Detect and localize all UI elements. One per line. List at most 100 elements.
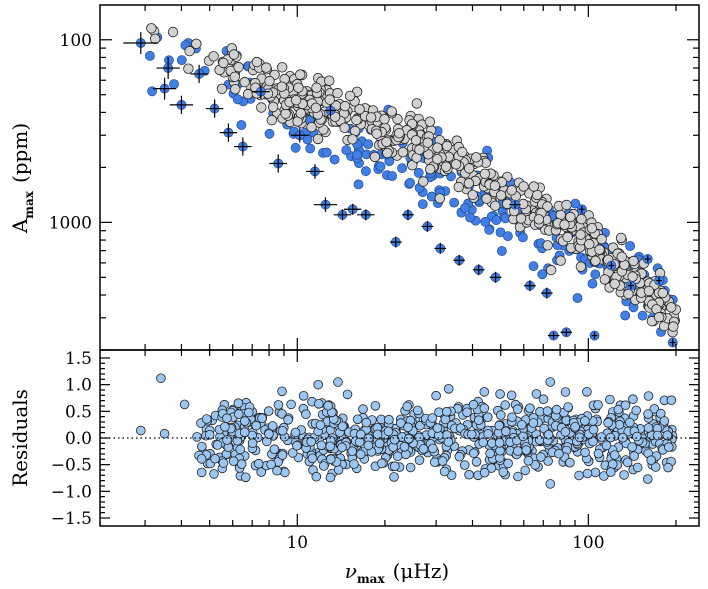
- grey-star-point: [293, 82, 304, 93]
- grey-star-point: [479, 168, 491, 180]
- blue-star-point: [169, 79, 179, 89]
- grey-star-point: [506, 185, 517, 196]
- grey-star-point: [481, 193, 492, 204]
- grey-star-point: [434, 193, 446, 204]
- residual-point: [662, 430, 673, 441]
- bottom-ytick-label: 1.5: [65, 349, 92, 369]
- grey-star-point: [467, 189, 478, 201]
- blue-star-point: [144, 51, 155, 61]
- residual-point: [454, 451, 465, 462]
- bottom-ytick-label: 1.0: [65, 376, 92, 396]
- residual-point: [565, 457, 575, 468]
- grey-star-point: [495, 190, 507, 201]
- residual-point: [136, 425, 146, 436]
- residual-point: [405, 462, 416, 473]
- grey-star-point: [464, 163, 475, 174]
- residual-point: [233, 398, 244, 409]
- residual-point: [596, 432, 607, 442]
- grey-star-point: [411, 98, 423, 109]
- residual-point: [267, 421, 278, 431]
- residual-point: [543, 456, 553, 466]
- residual-point: [659, 416, 670, 426]
- blue-star-point: [387, 171, 397, 181]
- residual-point: [347, 446, 358, 457]
- grey-star-point: [533, 214, 545, 225]
- grey-star-point: [347, 134, 358, 145]
- bottom-ytick-label: 0.5: [65, 402, 92, 422]
- residual-point: [277, 386, 287, 397]
- grey-star-point: [584, 238, 595, 250]
- grey-star-point: [381, 136, 392, 148]
- residual-point: [418, 444, 429, 454]
- grey-star-point: [354, 104, 365, 115]
- grey-star-point: [228, 49, 240, 60]
- grey-star-point: [382, 147, 393, 159]
- residual-point: [307, 453, 318, 464]
- residual-point: [629, 451, 639, 461]
- grey-star-point: [518, 181, 529, 192]
- residual-point: [292, 440, 302, 451]
- residual-point: [531, 389, 542, 399]
- residual-point: [632, 431, 642, 442]
- residual-point: [663, 442, 674, 452]
- residual-point: [468, 448, 479, 459]
- residual-point: [358, 404, 368, 414]
- grey-star-point: [545, 264, 557, 276]
- residual-point: [485, 448, 495, 459]
- grey-star-point: [310, 102, 322, 114]
- grey-star-point: [397, 146, 409, 158]
- residual-point: [605, 467, 616, 477]
- blue-star-point: [449, 197, 459, 208]
- blue-star-point: [176, 55, 187, 65]
- residual-point: [574, 432, 585, 443]
- residual-point: [280, 467, 290, 478]
- residual-point: [605, 432, 616, 443]
- grey-star-point: [191, 38, 202, 50]
- residual-point: [603, 417, 613, 428]
- grey-star-point: [216, 83, 228, 95]
- residual-point: [628, 394, 638, 405]
- grey-star-point: [424, 116, 436, 127]
- residual-point: [650, 462, 661, 472]
- grey-star-point: [561, 199, 572, 211]
- xlabel-subscript: max: [357, 572, 385, 586]
- grey-star-point: [594, 244, 605, 255]
- residual-point: [563, 402, 573, 412]
- grey-star-point: [351, 114, 362, 126]
- grey-star-point: [542, 201, 553, 212]
- residual-point: [622, 457, 633, 468]
- blue-star-point: [264, 128, 275, 139]
- residual-point: [590, 467, 601, 478]
- grey-star-point: [369, 151, 381, 163]
- residual-point: [236, 459, 247, 469]
- residual-point: [620, 400, 631, 411]
- grey-star-point: [324, 94, 335, 105]
- residual-point: [464, 469, 474, 480]
- residual-point: [412, 405, 423, 416]
- residual-point: [632, 462, 643, 473]
- grey-star-point: [425, 163, 436, 175]
- grey-star-point: [628, 255, 639, 267]
- residual-point: [196, 467, 207, 478]
- bottom-panel-points: [136, 373, 678, 489]
- grey-star-point: [290, 94, 302, 106]
- residual-point: [582, 468, 593, 479]
- residual-point: [316, 440, 327, 451]
- residual-point: [325, 472, 336, 483]
- blue-star-point: [321, 147, 332, 158]
- blue-star-point: [405, 177, 415, 188]
- blue-star-point: [360, 166, 371, 177]
- blue-star-point: [305, 143, 316, 154]
- residual-point: [179, 399, 190, 410]
- residual-point: [588, 424, 599, 435]
- grey-star-point: [295, 69, 306, 80]
- blue-star-point: [397, 163, 407, 173]
- blue-star-point: [352, 149, 362, 160]
- residual-point: [374, 438, 385, 449]
- residual-point: [159, 428, 170, 439]
- residual-point: [466, 429, 477, 440]
- residual-point: [337, 421, 348, 432]
- residual-point: [222, 413, 232, 424]
- grey-star-point: [149, 33, 161, 45]
- bottom-ytick-labels: 1.5 1.0 0.5 0.0 −0.5 −1.0 −1.5: [51, 349, 92, 529]
